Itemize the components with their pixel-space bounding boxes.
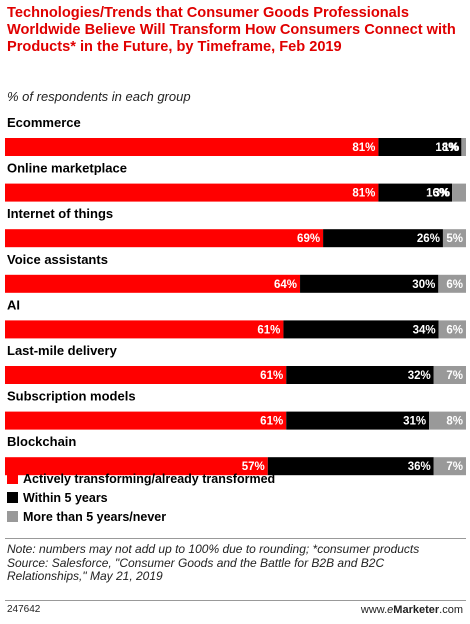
- data-label: 57%: [242, 461, 265, 473]
- category-label: Internet of things: [7, 206, 113, 221]
- bar-segment: [267, 457, 434, 476]
- brand-suffix: .com: [439, 604, 463, 616]
- data-label: 3%: [434, 188, 451, 200]
- data-label: 7%: [446, 461, 463, 473]
- data-label: 7%: [446, 370, 463, 382]
- category-label: AI: [7, 297, 20, 312]
- data-label: 61%: [260, 416, 283, 428]
- data-label: 26%: [417, 233, 440, 245]
- bar-segment: [461, 138, 466, 156]
- brand-logo[interactable]: www.eMarketer.com: [361, 604, 463, 616]
- data-label: 36%: [408, 461, 431, 473]
- data-label: 34%: [413, 324, 436, 336]
- notes-divider: [5, 538, 466, 539]
- bar-segment: [378, 138, 462, 156]
- legend-swatch: [7, 473, 18, 484]
- data-label: 16%: [426, 188, 449, 200]
- data-label: 1%: [443, 142, 460, 154]
- bar-segment: [438, 320, 466, 339]
- footer-divider: [5, 600, 466, 601]
- chart-title: Technologies/Trends that Consumer Goods …: [7, 5, 456, 55]
- data-label: 31%: [403, 416, 426, 428]
- bar-segment: [5, 229, 324, 248]
- category-label: Voice assistants: [7, 252, 108, 267]
- category-label: Last-mile delivery: [7, 343, 118, 358]
- bar-segment: [300, 274, 439, 293]
- chart-source: Source: Salesforce, "Consumer Goods and …: [7, 555, 385, 583]
- chart-subtitle: % of respondents in each group: [7, 89, 191, 104]
- bar-segment: [5, 274, 301, 293]
- data-label: 6%: [446, 324, 463, 336]
- category-label: Ecommerce: [7, 115, 81, 130]
- bar-segment: [286, 366, 434, 384]
- data-label: 18%: [435, 142, 458, 154]
- chart-note: Note: numbers may not add up to 100% due…: [7, 542, 420, 556]
- notes-block: Note: numbers may not add up to 100% due…: [7, 542, 463, 584]
- data-label: 6%: [446, 279, 463, 291]
- data-label: 81%: [352, 188, 375, 200]
- data-label: 30%: [412, 279, 435, 291]
- bar-segment: [283, 320, 439, 339]
- category-label: Subscription models: [7, 389, 136, 404]
- brand-prefix: www.: [360, 604, 388, 616]
- bar-segment: [433, 366, 466, 384]
- legend-label: Within 5 years: [23, 491, 108, 505]
- legend-swatch: [7, 492, 18, 503]
- data-label: 61%: [257, 324, 280, 336]
- bar-segment: [5, 183, 379, 202]
- data-label: 61%: [260, 370, 283, 382]
- data-label: 32%: [408, 370, 431, 382]
- bar-segment: [433, 457, 466, 476]
- bar-segment: [5, 138, 379, 156]
- bar-segment: [5, 411, 287, 430]
- data-label: 64%: [274, 279, 297, 291]
- bar-segment: [5, 366, 287, 384]
- legend-label: More than 5 years/never: [23, 510, 166, 524]
- stacked-bar-chart: Ecommerce 81% 18%1% Online marketplace 81% 16…: [5, 115, 466, 524]
- bar-segment: [5, 320, 284, 339]
- brand-e: e: [387, 604, 394, 616]
- bar-segment: [378, 183, 453, 202]
- data-label: 8%: [446, 416, 463, 428]
- bar-segment: [286, 411, 430, 430]
- data-label: 5%: [446, 233, 463, 245]
- bar-segment: [438, 274, 466, 293]
- legend-swatch: [7, 511, 18, 522]
- legend-label: Actively transforming/already transforme…: [23, 472, 275, 486]
- bar-segment: [442, 229, 466, 248]
- bar-segment: [429, 411, 466, 430]
- brand-main: Marketer: [393, 604, 440, 616]
- bar-segment: [323, 229, 443, 248]
- data-label: 81%: [352, 142, 375, 154]
- bar-segment: [5, 457, 268, 476]
- category-label: Blockchain: [7, 434, 76, 449]
- data-label: 69%: [297, 233, 320, 245]
- category-label: Online marketplace: [7, 161, 127, 176]
- chart-id: 247642: [7, 604, 41, 615]
- bar-segment: [452, 183, 466, 202]
